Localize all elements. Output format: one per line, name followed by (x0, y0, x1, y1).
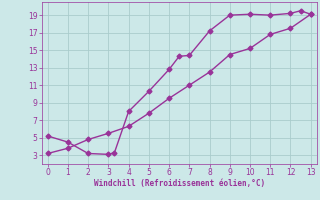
X-axis label: Windchill (Refroidissement éolien,°C): Windchill (Refroidissement éolien,°C) (94, 179, 265, 188)
